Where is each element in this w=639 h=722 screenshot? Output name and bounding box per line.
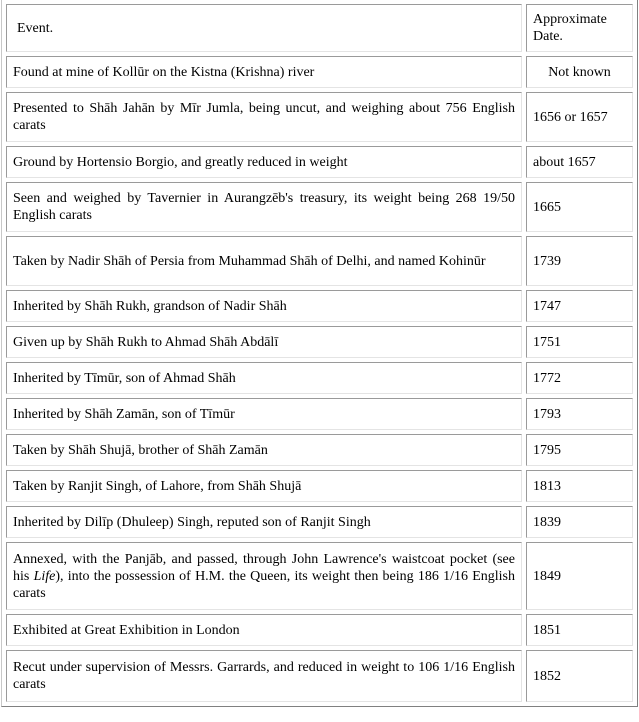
kohinoor-history-table: Event. Approximate Date. Found at mine o…	[1, 0, 638, 707]
date-cell: 1849	[526, 542, 633, 610]
table-row: Seen and weighed by Tavernier in Aurangz…	[6, 182, 633, 232]
date-cell: 1751	[526, 326, 633, 358]
table-row: Found at mine of Kollūr on the Kistna (K…	[6, 56, 633, 88]
table-row: Ground by Hortensio Borgio, and greatly …	[6, 146, 633, 178]
table-row: Annexed, with the Panjāb, and passed, th…	[6, 542, 633, 610]
event-cell: Seen and weighed by Tavernier in Aurangz…	[6, 182, 522, 232]
date-cell: 1851	[526, 614, 633, 646]
event-cell: Presented to Shāh Jahān by Mīr Jumla, be…	[6, 92, 522, 142]
event-cell: Taken by Ranjit Singh, of Lahore, from S…	[6, 470, 522, 502]
date-cell: 1739	[526, 236, 633, 286]
table-row: Inherited by Tīmūr, son of Ahmad Shāh 177…	[6, 362, 633, 394]
event-cell: Exhibited at Great Exhibition in London	[6, 614, 522, 646]
event-cell: Inherited by Shāh Zamān, son of Tīmūr	[6, 398, 522, 430]
event-cell: Inherited by Dilīp (Dhuleep) Singh, repu…	[6, 506, 522, 538]
event-cell: Annexed, with the Panjāb, and passed, th…	[6, 542, 522, 610]
date-cell: Not known	[526, 56, 633, 88]
date-cell: 1793	[526, 398, 633, 430]
date-cell: 1795	[526, 434, 633, 466]
date-cell: 1656 or 1657	[526, 92, 633, 142]
table-row: Given up by Shāh Rukh to Ahmad Shāh Abdā…	[6, 326, 633, 358]
date-cell: about 1657	[526, 146, 633, 178]
event-cell: Found at mine of Kollūr on the Kistna (K…	[6, 56, 522, 88]
event-cell: Inherited by Shāh Rukh, grandson of Nadi…	[6, 290, 522, 322]
table-row: Recut under supervision of Messrs. Garra…	[6, 650, 633, 702]
event-cell: Taken by Shāh Shujā, brother of Shāh Zam…	[6, 434, 522, 466]
event-cell: Ground by Hortensio Borgio, and greatly …	[6, 146, 522, 178]
book-title: Life	[33, 568, 56, 584]
date-cell: 1852	[526, 650, 633, 702]
table-row: Inherited by Shāh Rukh, grandson of Nadi…	[6, 290, 633, 322]
table-row: Exhibited at Great Exhibition in London 1…	[6, 614, 633, 646]
table-row: Inherited by Shāh Zamān, son of Tīmūr 179…	[6, 398, 633, 430]
table-row: Taken by Nadir Shāh of Persia from Muham…	[6, 236, 633, 286]
event-cell: Taken by Nadir Shāh of Persia from Muham…	[6, 236, 522, 286]
event-cell: Inherited by Tīmūr, son of Ahmad Shāh	[6, 362, 522, 394]
header-event: Event.	[6, 4, 522, 52]
table-row: Inherited by Dilīp (Dhuleep) Singh, repu…	[6, 506, 633, 538]
date-cell: 1747	[526, 290, 633, 322]
date-cell: 1772	[526, 362, 633, 394]
event-text: Annexed, with the Panjāb, and passed, th…	[13, 551, 515, 584]
date-cell: 1665	[526, 182, 633, 232]
date-cell: 1813	[526, 470, 633, 502]
event-text: ), into the possession of H.M. the Queen…	[13, 568, 515, 601]
table-row: Presented to Shāh Jahān by Mīr Jumla, be…	[6, 92, 633, 142]
event-cell: Recut under supervision of Messrs. Garra…	[6, 650, 522, 702]
header-date: Approximate Date.	[526, 4, 633, 52]
table-row: Taken by Shāh Shujā, brother of Shāh Zam…	[6, 434, 633, 466]
date-cell: 1839	[526, 506, 633, 538]
table-row: Taken by Ranjit Singh, of Lahore, from S…	[6, 470, 633, 502]
table-header-row: Event. Approximate Date.	[6, 4, 633, 52]
event-cell: Given up by Shāh Rukh to Ahmad Shāh Abdā…	[6, 326, 522, 358]
